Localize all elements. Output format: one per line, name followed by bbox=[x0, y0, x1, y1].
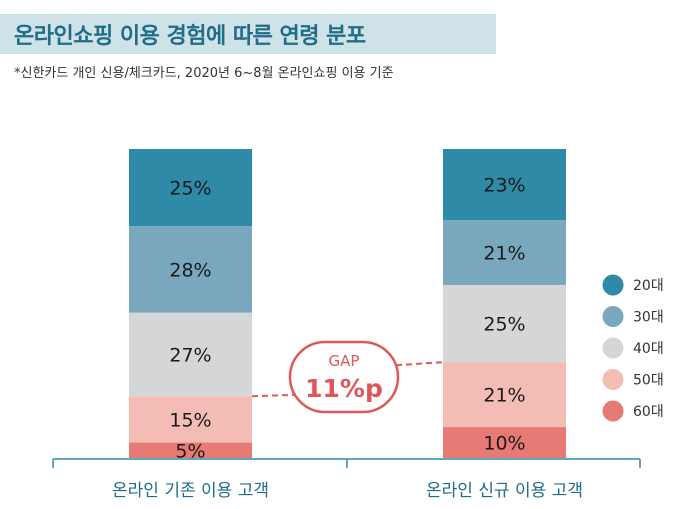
bar-20대-1 bbox=[129, 149, 252, 227]
data-label-40대-1: 27% bbox=[169, 344, 211, 366]
bar-30대-1 bbox=[129, 226, 252, 313]
bar-40대-1 bbox=[129, 312, 252, 397]
gap-value: 11%p bbox=[305, 374, 383, 403]
legend-label-30대: 30대 bbox=[633, 310, 664, 326]
bar-60대-1 bbox=[129, 442, 252, 458]
legend-label-40대: 40대 bbox=[633, 341, 664, 357]
bar-30대-2 bbox=[443, 220, 566, 285]
bar-50대-1 bbox=[129, 396, 252, 443]
category-label-1: 온라인 기존 이용 고객 bbox=[112, 481, 269, 501]
data-label-20대-1: 25% bbox=[169, 178, 211, 200]
data-label-60대-2: 10% bbox=[483, 433, 525, 455]
chart-title: 온라인쇼핑 이용 경험에 따른 연령 분포 bbox=[14, 24, 366, 49]
gap-line-right bbox=[395, 361, 444, 367]
data-label-60대-1: 5% bbox=[175, 440, 205, 462]
data-label-50대-1: 15% bbox=[169, 409, 211, 431]
legend-label-20대: 20대 bbox=[633, 278, 664, 294]
data-label-50대-2: 21% bbox=[483, 385, 525, 407]
category-label-2: 온라인 신규 이용 고객 bbox=[426, 481, 583, 501]
data-label-30대-1: 28% bbox=[169, 260, 211, 282]
bar-60대-2 bbox=[443, 427, 566, 458]
legend-label-50대: 50대 bbox=[633, 373, 664, 389]
legend-swatch-60대 bbox=[602, 400, 624, 422]
bar-50대-2 bbox=[443, 362, 566, 428]
data-label-40대-2: 25% bbox=[483, 314, 525, 336]
gap-badge bbox=[288, 340, 400, 414]
title-band bbox=[0, 14, 496, 54]
data-label-20대-2: 23% bbox=[483, 175, 525, 197]
legend-swatch-50대 bbox=[602, 369, 624, 390]
chart-subtitle: *신한카드 개인 신용/체크카드, 2020년 6~8월 온라인쇼핑 이용 기준 bbox=[14, 66, 394, 81]
legend-swatch-20대 bbox=[602, 274, 624, 296]
legend-label-60대: 60대 bbox=[633, 404, 664, 420]
bar-40대-2 bbox=[443, 284, 566, 363]
data-label-30대-2: 21% bbox=[483, 243, 525, 265]
legend-swatch-40대 bbox=[602, 337, 624, 359]
gap-label: GAP bbox=[329, 352, 360, 370]
bar-20대-2 bbox=[443, 149, 566, 221]
legend-swatch-30대 bbox=[602, 306, 624, 327]
